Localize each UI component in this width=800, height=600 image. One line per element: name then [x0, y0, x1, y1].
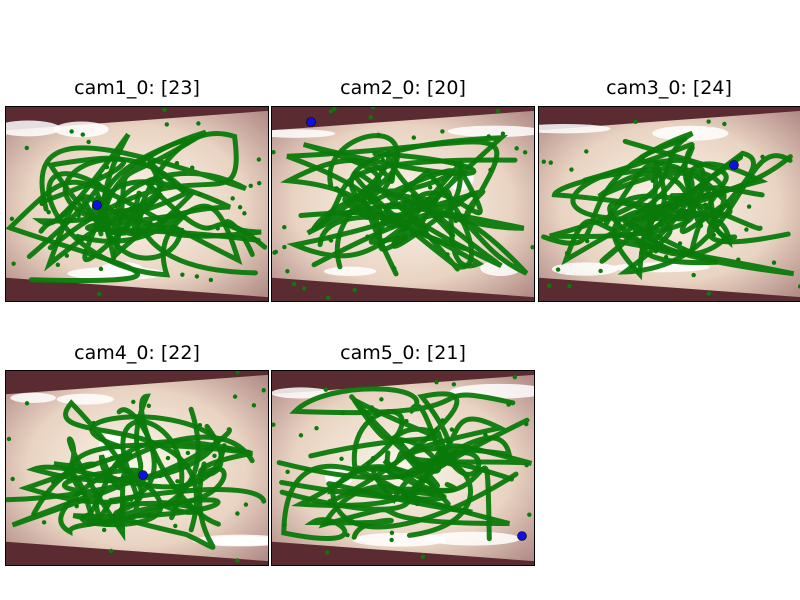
camera-image-cam1: [6, 107, 268, 301]
camera-view-cam5: [271, 370, 535, 566]
panel-title-cam1: cam1_0: [23]: [74, 77, 200, 99]
camera-image-cam4: [6, 371, 268, 565]
camera-image-cam5: [272, 371, 534, 565]
camera-image-cam2: [272, 107, 534, 301]
camera-view-cam1: [5, 106, 269, 302]
panel-title-cam2: cam2_0: [20]: [340, 77, 466, 99]
panel-title-cam4: cam4_0: [22]: [74, 342, 200, 364]
panel-title-cam5: cam5_0: [21]: [340, 342, 466, 364]
camera-view-cam3: [538, 106, 800, 302]
camera-view-cam2: [271, 106, 535, 302]
panel-title-cam3: cam3_0: [24]: [606, 77, 732, 99]
camera-view-cam4: [5, 370, 269, 566]
camera-image-cam3: [539, 107, 800, 301]
